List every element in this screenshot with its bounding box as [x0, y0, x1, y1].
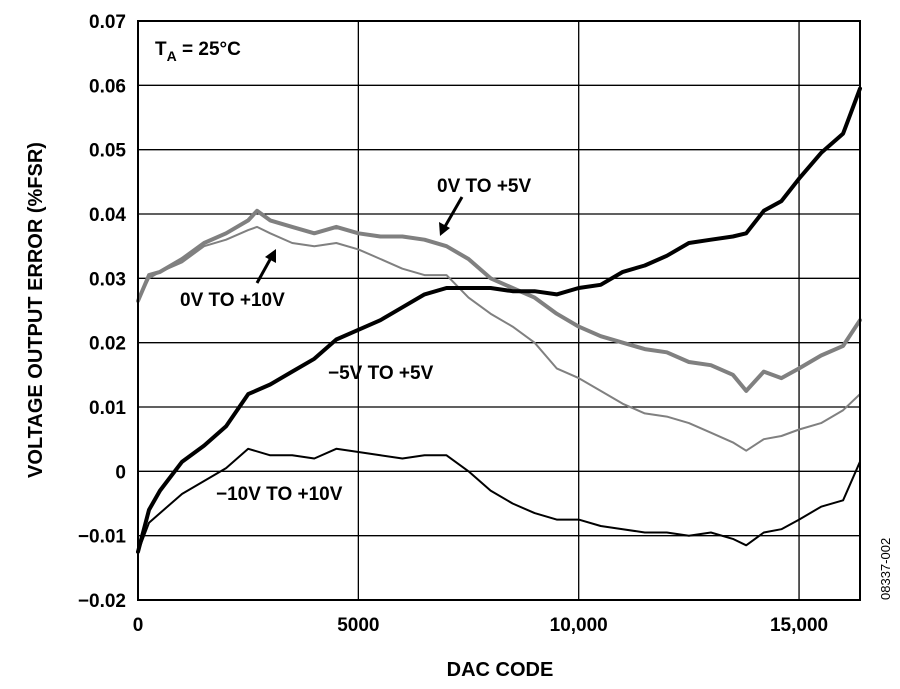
series-neg5v-to-5v	[136, 86, 862, 554]
x-tick-label: 10,000	[550, 615, 608, 636]
y-tick-label: 0.04	[89, 205, 126, 226]
y-tick-label: 0.01	[89, 398, 126, 419]
temperature-label: TA = 25°C	[155, 39, 241, 64]
annotation-0v-to-5v: 0V TO +5V	[437, 176, 532, 197]
x-tick-label: 5000	[337, 615, 379, 636]
series-0v-to-10v	[137, 225, 861, 452]
annotation-neg10v-to-10v: −10V TO +10V	[216, 484, 343, 505]
y-tick-label: 0.02	[89, 334, 126, 355]
annotation-neg5v-to-5v: −5V TO +5V	[328, 363, 434, 384]
figure-id: 08337-002	[878, 538, 893, 600]
series-neg10v-to-10v	[137, 447, 861, 553]
y-tick-label: 0.05	[89, 141, 126, 162]
series-layer	[136, 86, 862, 554]
arrowhead-0v-to-10v	[265, 249, 276, 263]
y-tick-label: 0.06	[89, 76, 126, 97]
x-axis-title: DAC CODE	[447, 659, 554, 681]
arrow-0v-to-10v	[255, 255, 274, 284]
y-tick-label: 0.03	[89, 269, 126, 290]
y-tick-label: 0.07	[89, 12, 126, 33]
arrow-0v-to-5v	[441, 196, 464, 231]
series-0v-to-5v	[136, 208, 862, 393]
y-tick-label: 0	[115, 462, 126, 483]
x-tick-label: 15,000	[770, 615, 828, 636]
arrowhead-0v-to-5v	[439, 222, 450, 236]
plot-frame	[137, 20, 861, 601]
y-axis-title: VOLTAGE OUTPUT ERROR (%FSR)	[25, 142, 47, 478]
tick-labels: 0.07 0.06 0.05 0.04 0.03 0.02 0.01 0 −0.01 −0.02 0…	[78, 12, 828, 636]
y-tick-label: −0.01	[78, 527, 127, 548]
x-tick-label: 0	[133, 615, 144, 636]
y-tick-label: −0.02	[78, 591, 126, 612]
annotation-0v-to-10v: 0V TO +10V	[180, 290, 285, 311]
